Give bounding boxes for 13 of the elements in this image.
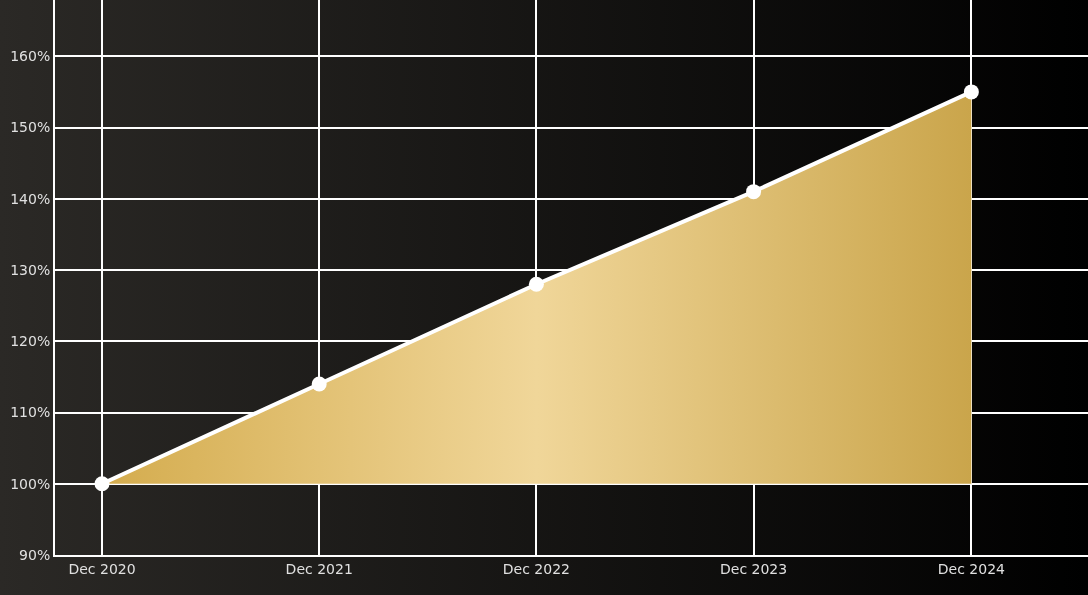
- y-tick-label: 90%: [19, 546, 51, 563]
- y-tick-label: 160%: [10, 48, 51, 65]
- x-tick-label: Dec 2023: [719, 560, 788, 577]
- y-tick-label: 120%: [10, 333, 51, 350]
- y-tick-label: 130%: [10, 261, 51, 278]
- y-tick-label: 150%: [10, 119, 51, 136]
- y-tick-label: 100%: [10, 475, 51, 492]
- y-tick-label: 140%: [10, 190, 51, 207]
- x-tick-label: Dec 2020: [68, 560, 136, 577]
- x-tick-label: Dec 2021: [285, 560, 353, 577]
- x-tick-label: Dec 2022: [502, 560, 570, 577]
- y-tick-label: 110%: [10, 404, 51, 421]
- x-tick-label: Dec 2024: [937, 560, 1006, 577]
